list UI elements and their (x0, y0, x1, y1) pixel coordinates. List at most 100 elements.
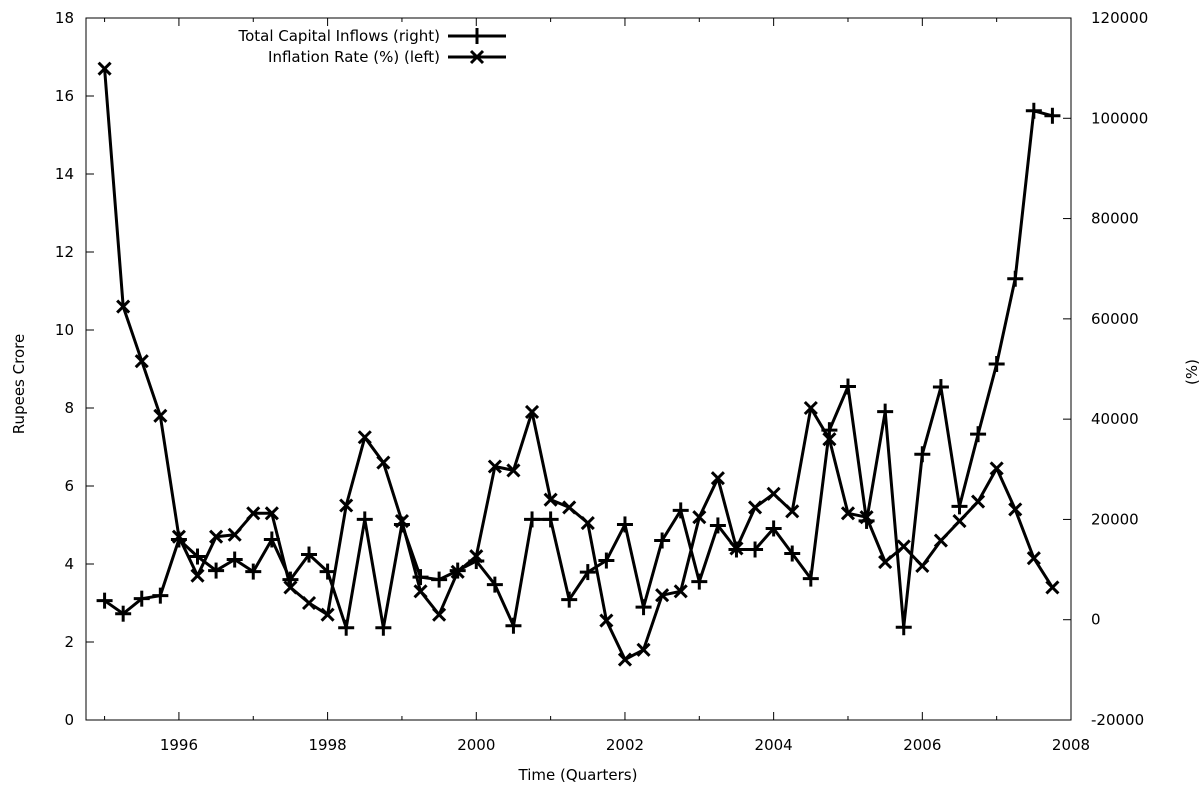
inflation-rate-point (246, 506, 261, 521)
inflation-rate-point (747, 500, 763, 515)
right-y-tick-label: 20000 (1091, 510, 1139, 528)
inflation-rate-point (487, 459, 502, 474)
x-tick-label: 2002 (606, 736, 644, 754)
inflation-rate-point (524, 404, 540, 419)
inflation-rate-point (1008, 502, 1023, 517)
inflation-rate-point (543, 492, 558, 507)
x-axis-title: Time (Quarters) (518, 766, 638, 784)
inflation-rate-point (655, 588, 670, 603)
left-y-tick-label: 4 (64, 555, 74, 573)
x-tick-label: 2000 (457, 736, 495, 754)
capital-inflows-point (542, 511, 559, 528)
inflation-rate-point (97, 61, 112, 76)
inflation-rate-point (134, 354, 149, 369)
inflation-rate-point (673, 584, 688, 599)
inflation-rate-point (896, 539, 911, 554)
right-y-tick-label: 120000 (1091, 9, 1148, 27)
inflation-rate-point (617, 652, 633, 667)
inflation-rate-point (394, 514, 410, 529)
capital-inflows-point (988, 355, 1005, 372)
left-y-tick-label: 16 (55, 87, 74, 105)
capital-inflows-point (802, 570, 819, 587)
capital-inflows-point (208, 562, 225, 579)
left-y-tick-label: 8 (64, 399, 74, 417)
capital-inflows-point (709, 517, 726, 534)
capital-inflows-point (524, 511, 541, 528)
inflation-rate-point (227, 527, 242, 542)
inflation-rate-point (357, 430, 372, 445)
legend-label: Total Capital Inflows (right) (237, 27, 440, 45)
inflation-rate-point (971, 494, 986, 509)
left-y-tick-label: 18 (55, 9, 74, 27)
right-y-axis-title: (%) (1183, 359, 1201, 385)
capital-inflows-point (486, 576, 503, 593)
inflation-rate-point (1045, 580, 1060, 595)
inflation-rate-point (785, 504, 800, 519)
x-tick-label: 2006 (903, 736, 941, 754)
capital-inflows-point (616, 516, 633, 533)
inflation-rate-point (692, 510, 707, 525)
x-tick-label: 2008 (1052, 736, 1090, 754)
capital-inflows-point (598, 552, 615, 569)
plot-border (85, 17, 1072, 721)
right-y-tick-label: 60000 (1091, 310, 1139, 328)
legend-cross-marker (469, 49, 485, 65)
capital-inflows-point (1025, 102, 1042, 119)
series-inflation-rate (97, 61, 1060, 667)
inflation-rate-point (989, 461, 1004, 476)
capital-inflows-point (784, 545, 801, 562)
capital-inflows-point (579, 564, 596, 581)
capital-inflows-point (226, 551, 243, 568)
inflation-rate-point (153, 408, 168, 423)
capital-inflows-point (654, 532, 671, 549)
right-y-tick-label: 80000 (1091, 210, 1139, 228)
capital-inflows-point (877, 403, 894, 420)
capital-inflows-point (1044, 107, 1061, 124)
right-y-tick-label: 100000 (1091, 109, 1148, 127)
inflation-rate-point (450, 564, 465, 579)
capital-inflows-point (245, 563, 262, 580)
inflation-rate-point (729, 541, 744, 556)
x-tick-label: 1996 (160, 736, 198, 754)
inflation-rate-point (432, 607, 447, 622)
inflation-rate-point (413, 584, 428, 599)
left-y-axis-title: Rupees Crore (10, 334, 28, 434)
left-y-tick-label: 0 (64, 711, 74, 729)
capital-inflows-point (505, 617, 522, 634)
inflation-rate-point (822, 432, 837, 447)
inflation-rate-point (1026, 551, 1041, 566)
inflation-rate-point (952, 514, 967, 529)
inflation-rate-point (803, 400, 818, 416)
inflation-rate-point (562, 500, 577, 515)
inflation-rate-point (339, 498, 354, 513)
right-y-tick-label: 0 (1091, 611, 1101, 629)
inflation-rate-point (933, 533, 948, 548)
inflation-rate-point (190, 568, 205, 583)
capital-inflows-point (338, 619, 355, 636)
capital-inflows-point (133, 590, 150, 607)
capital-inflows-point (691, 573, 708, 590)
right-y-tick-label: 40000 (1091, 410, 1139, 428)
inflation-rate-point (878, 554, 893, 570)
x-tick-label: 1998 (309, 736, 347, 754)
capital-inflows-line (103, 109, 1053, 630)
capital-inflows-point (914, 446, 931, 463)
capital-inflows-point (765, 520, 782, 537)
capital-inflows-point (1007, 270, 1024, 287)
inflation-rate-point (320, 607, 335, 622)
capital-inflows-point (635, 599, 652, 616)
left-y-tick-label: 14 (55, 165, 74, 183)
capital-inflows-point (152, 587, 169, 604)
capital-inflows-point (839, 378, 856, 395)
capital-inflows-point (895, 619, 912, 636)
series-capital-inflows (96, 102, 1061, 636)
inflation-rate-point (840, 506, 856, 521)
inflation-rate-point (710, 471, 725, 486)
capital-inflows-point (96, 592, 113, 609)
inflation-rate-point (301, 595, 317, 611)
capital-inflows-point (951, 498, 968, 515)
capital-inflows-point (189, 548, 206, 565)
capital-inflows-point (431, 571, 448, 588)
inflation-rate-point (469, 549, 484, 564)
